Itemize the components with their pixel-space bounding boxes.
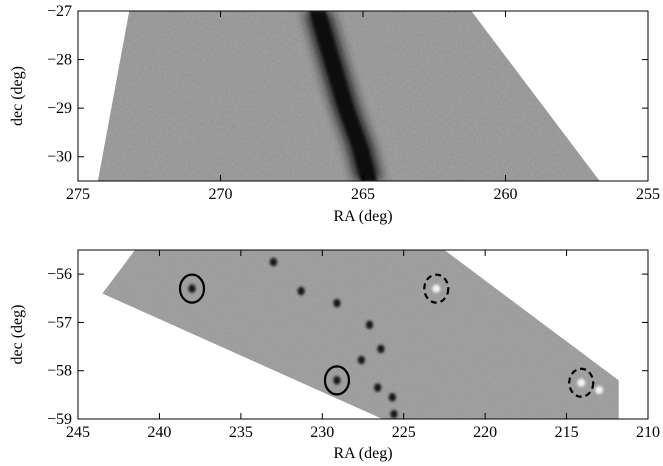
y-tick-label: −56 — [47, 266, 72, 283]
source-6 — [333, 376, 341, 385]
coverage-noise — [102, 250, 619, 419]
dashed-marker-4 — [568, 367, 595, 398]
x-tick-label: 240 — [147, 424, 171, 441]
source-8 — [377, 344, 385, 354]
x-axis-title: RA (deg) — [333, 208, 392, 225]
bottom-panel: 245 240 235 230 225 220 215 210 −56 −57 −58 −59 RA (… — [9, 249, 660, 462]
y-tick-label: −27 — [47, 3, 72, 20]
x-axis-title: RA (deg) — [333, 445, 392, 462]
solid-marker-1 — [178, 273, 206, 304]
source-5 — [365, 320, 374, 330]
axes-frame — [77, 249, 649, 420]
y-axis-title: dec (deg) — [9, 66, 26, 126]
source-4 — [333, 298, 341, 308]
x-tick-label: 215 — [555, 424, 579, 441]
source-12 — [432, 284, 441, 293]
source-9 — [374, 383, 382, 392]
x-tick-label: 225 — [392, 424, 416, 441]
source-14 — [595, 386, 604, 395]
x-tick-label: 245 — [66, 424, 90, 441]
source-11 — [390, 409, 398, 419]
top-panel: 275 270 265 260 255 −27 −28 −29 −30 RA (deg) dec (… — [9, 3, 660, 225]
x-tick-label: 235 — [229, 424, 253, 441]
x-tick-label: 270 — [209, 186, 233, 203]
y-tick-label: −28 — [47, 52, 72, 69]
y-tick-label: −59 — [47, 411, 72, 428]
x-tick-label: 230 — [310, 424, 334, 441]
y-tick-label: −58 — [47, 363, 72, 380]
source-7 — [357, 355, 365, 365]
x-tick-label: 220 — [473, 424, 497, 441]
source-13 — [577, 378, 586, 387]
y-tick-label: −29 — [47, 100, 72, 117]
dashed-marker-3 — [423, 273, 450, 304]
x-tick-label: 210 — [636, 424, 660, 441]
x-tick-label: 255 — [636, 186, 660, 203]
y-tick-label: −57 — [47, 314, 72, 331]
y-axis-title: dec (deg) — [9, 305, 26, 365]
source-10 — [388, 393, 396, 402]
solid-marker-2 — [323, 365, 351, 396]
source-3 — [297, 286, 305, 296]
x-tick-label: 260 — [494, 186, 518, 203]
source-1 — [188, 284, 196, 293]
galactic-plane-band-core — [309, 11, 377, 181]
x-tick-label: 265 — [351, 186, 375, 203]
source-2 — [269, 257, 278, 267]
y-tick-label: −30 — [47, 149, 72, 166]
x-tick-label: 275 — [66, 186, 90, 203]
